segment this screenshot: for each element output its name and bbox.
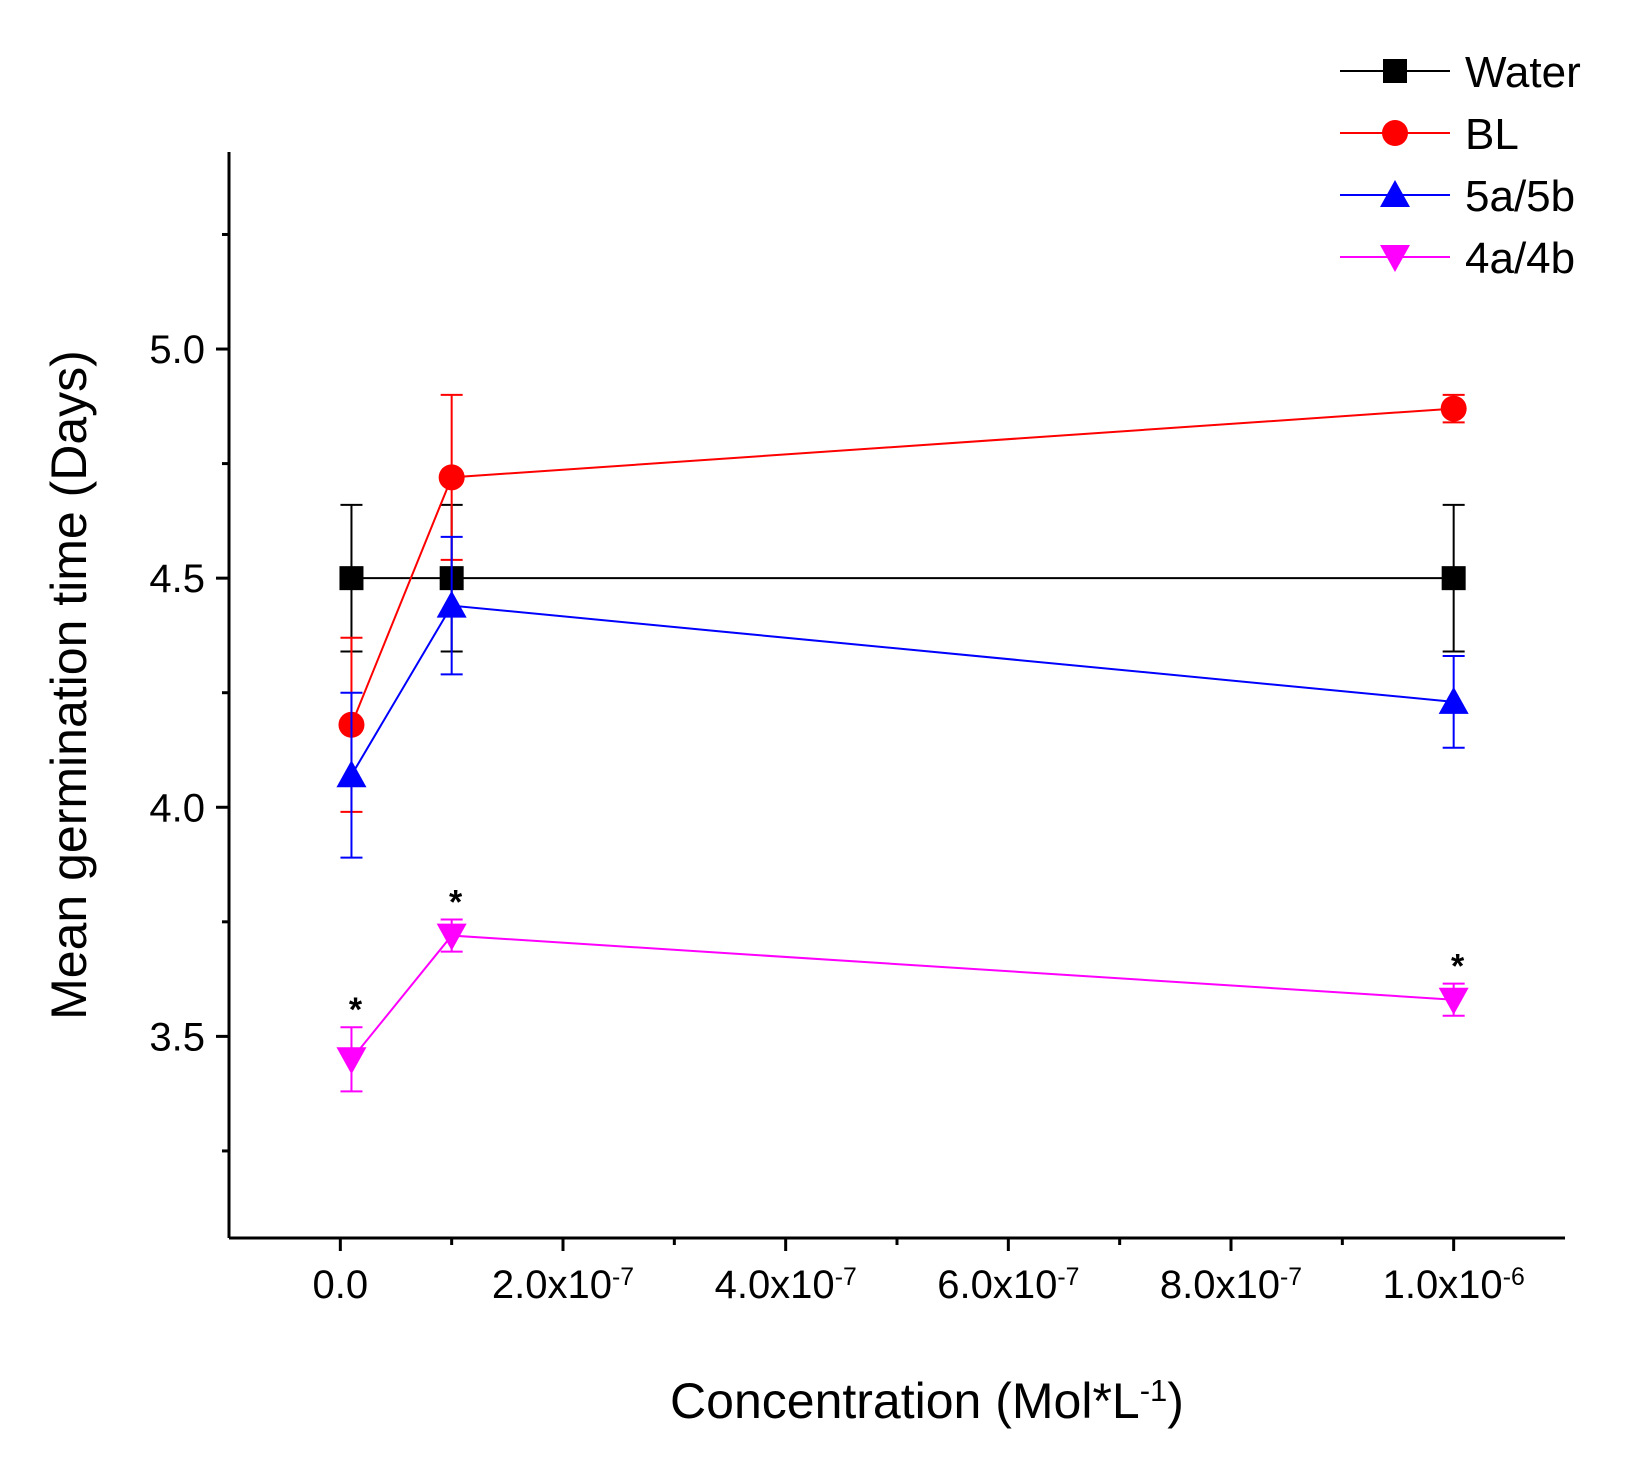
legend-label: 4a/4b (1465, 234, 1575, 283)
plot-area: * * * (336, 393, 1469, 1093)
x-tick-label: 8.0x10-7 (1160, 1263, 1302, 1307)
data-point (1438, 686, 1469, 714)
legend-label: Water (1465, 48, 1581, 97)
series-4a4b: * * * (336, 884, 1469, 1093)
legend-item-bl: BL (1340, 110, 1519, 159)
series-5a5b (336, 535, 1469, 859)
legend-item-5a5b: 5a/5b (1340, 172, 1575, 221)
legend-label: 5a/5b (1465, 172, 1575, 221)
data-point (336, 760, 367, 788)
x-tick-label: 1.0x10-6 (1383, 1263, 1525, 1307)
y-tick-label: 3.5 (149, 1015, 205, 1059)
data-point (336, 1047, 367, 1075)
x-tick-label: 2.0x10-7 (492, 1263, 634, 1307)
data-point (436, 590, 467, 618)
data-point (1438, 987, 1469, 1015)
legend-item-water: Water (1340, 48, 1581, 97)
x-tick-label: 6.0x10-7 (937, 1263, 1079, 1307)
data-point (1440, 395, 1467, 422)
legend-marker (1380, 180, 1410, 207)
series-line-5a5b (350, 604, 1454, 776)
data-point (438, 464, 465, 491)
data-point (436, 923, 467, 951)
legend-marker (1382, 120, 1408, 146)
series-bl (338, 393, 1467, 813)
series-line-4a4b (350, 934, 1454, 1060)
series-line-bl (350, 407, 1454, 726)
legend-marker (1380, 245, 1410, 272)
y-tick-label: 4.5 (149, 557, 205, 601)
y-tick-label: 4.0 (149, 786, 205, 830)
data-point (1441, 566, 1466, 591)
data-point (339, 566, 364, 591)
legend-item-4a4b: 4a/4b (1340, 234, 1575, 283)
significance-mark: * (1451, 948, 1465, 986)
series-water (339, 503, 1466, 653)
y-tick-label: 5.0 (149, 328, 205, 372)
axes: 3.5 4.0 4.5 5.0 0.0 2.0x10-7 4.0x10-7 6.0x10-7 8… (41, 152, 1565, 1429)
legend: Water BL 5a/5b 4a/4b (1340, 48, 1581, 283)
x-axis-title: Concentration (Mol*L-1) (670, 1373, 1184, 1430)
significance-mark: * (449, 884, 463, 922)
y-axis-title: Mean germination time (Days) (41, 350, 97, 1020)
legend-marker (1383, 59, 1407, 83)
legend-label: BL (1465, 110, 1519, 159)
x-tick-label: 4.0x10-7 (715, 1263, 857, 1307)
significance-mark: * (349, 991, 363, 1029)
x-tick-label: 0.0 (313, 1263, 369, 1307)
